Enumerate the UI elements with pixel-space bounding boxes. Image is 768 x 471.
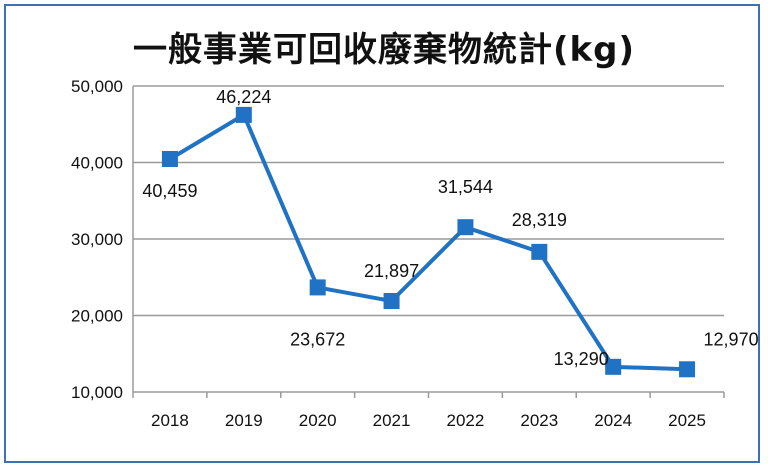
y-tick-label: 20,000 — [71, 307, 123, 326]
chart-title: 一般事業可回收廢棄物統計(kg) — [132, 30, 636, 70]
x-tick-label: 2020 — [299, 411, 337, 430]
y-tick-label: 40,000 — [71, 154, 123, 173]
data-label: 21,897 — [364, 261, 419, 281]
data-label: 40,459 — [142, 181, 197, 201]
x-tick-label: 2022 — [447, 411, 485, 430]
data-point-marker — [605, 358, 622, 375]
x-tick-label: 2019 — [225, 411, 263, 430]
chart-frame — [4, 4, 760, 463]
data-point-marker — [679, 361, 696, 378]
data-point-marker — [383, 292, 400, 309]
data-point-marker — [235, 106, 252, 123]
data-point-marker — [161, 150, 178, 167]
data-label: 13,290 — [554, 349, 609, 369]
x-tick-label: 2024 — [594, 411, 632, 430]
data-label: 23,672 — [290, 329, 345, 349]
data-point-marker — [531, 243, 548, 260]
y-tick-label: 10,000 — [71, 383, 123, 402]
series-line — [168, 112, 688, 372]
y-tick-label: 30,000 — [71, 230, 123, 249]
data-label: 12,970 — [704, 329, 759, 349]
x-tick-label: 2021 — [373, 411, 411, 430]
data-label: 28,319 — [512, 210, 567, 230]
data-label: 31,544 — [438, 177, 493, 197]
data-point-marker — [309, 279, 326, 296]
x-tick-label: 2018 — [151, 411, 189, 430]
data-point-marker — [457, 219, 474, 236]
x-tick-label: 2023 — [520, 411, 558, 430]
data-label: 46,224 — [216, 87, 271, 107]
x-tick-label: 2025 — [668, 411, 706, 430]
y-tick-label: 50,000 — [71, 77, 123, 96]
